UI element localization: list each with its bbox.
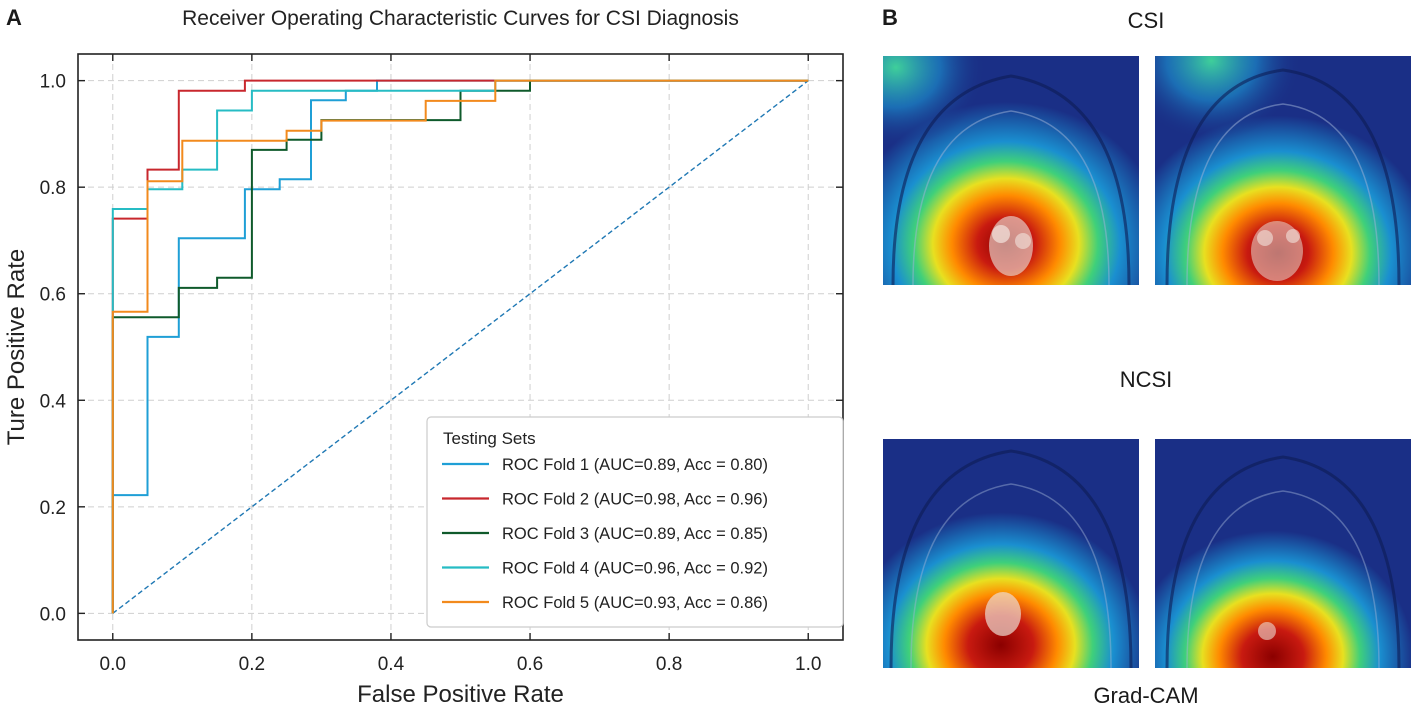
x-tick-label: 0.4 bbox=[378, 654, 405, 675]
roc-fold-5-line bbox=[111, 79, 809, 614]
y-tick-label: 0.0 bbox=[40, 604, 66, 625]
y-axis-label: Ture Positive Rate bbox=[3, 249, 30, 446]
x-tick-label: 1.0 bbox=[795, 654, 821, 675]
reference-diagonal-line bbox=[112, 80, 809, 614]
ncsi-group-title: NCSI bbox=[1119, 367, 1173, 392]
x-tick-label: 0.0 bbox=[100, 654, 126, 675]
legend-box bbox=[426, 416, 844, 628]
x-tick-label: 0.2 bbox=[239, 654, 265, 675]
gradcam-footer: Grad-CAM bbox=[1093, 683, 1199, 708]
legend: Testing Sets ROC Fold 1 (AUC=0.89, Acc =… bbox=[426, 416, 844, 628]
roc-fold-1-line bbox=[111, 79, 809, 614]
legend-entry-fold-4: ROC Fold 4 (AUC=0.96, Acc = 0.92) bbox=[502, 560, 768, 578]
y-tick-label: 0.2 bbox=[40, 498, 66, 519]
panel-label-a: A bbox=[6, 5, 22, 30]
roc-chart: 0.0 0.2 0.4 0.6 0.8 1.0 0.0 0.2 0.4 0.6 0.8 1.0 Rec… bbox=[3, 7, 844, 708]
plot-frame bbox=[77, 53, 844, 641]
legend-entry-fold-5: ROC Fold 5 (AUC=0.93, Acc = 0.86) bbox=[502, 594, 768, 612]
legend-entry-fold-1: ROC Fold 1 (AUC=0.89, Acc = 0.80) bbox=[502, 456, 768, 474]
legend-entry-fold-2: ROC Fold 2 (AUC=0.98, Acc = 0.96) bbox=[502, 491, 768, 509]
legend-title: Testing Sets bbox=[443, 429, 536, 448]
tick-layer: 0.0 0.2 0.4 0.6 0.8 1.0 0.0 0.2 0.4 0.6 0.8 1.0 bbox=[40, 54, 843, 675]
csi-heatmap-image-1 bbox=[883, 56, 1139, 285]
ncsi-heatmap-image-1 bbox=[883, 439, 1139, 668]
y-tick-label: 1.0 bbox=[40, 72, 66, 93]
y-tick-label: 0.4 bbox=[40, 391, 67, 412]
ncsi-heatmap-image-2 bbox=[1155, 439, 1411, 668]
x-axis-label: False Positive Rate bbox=[357, 681, 564, 708]
legend-entries: ROC Fold 1 (AUC=0.89, Acc = 0.80) ROC Fol… bbox=[442, 456, 768, 612]
csi-heatmap-image-2 bbox=[1155, 56, 1411, 285]
roc-fold-2-line bbox=[111, 79, 809, 614]
series-layer bbox=[111, 79, 809, 614]
panel-label-b: B bbox=[882, 5, 898, 30]
legend-entry-fold-3: ROC Fold 3 (AUC=0.89, Acc = 0.85) bbox=[502, 525, 768, 543]
x-tick-label: 0.8 bbox=[656, 654, 682, 675]
x-tick-label: 0.6 bbox=[517, 654, 543, 675]
csi-group-title: CSI bbox=[1127, 8, 1165, 33]
y-tick-label: 0.8 bbox=[40, 178, 66, 199]
y-tick-label: 0.6 bbox=[40, 285, 66, 306]
chart-title: Receiver Operating Characteristic Curves… bbox=[182, 7, 739, 30]
